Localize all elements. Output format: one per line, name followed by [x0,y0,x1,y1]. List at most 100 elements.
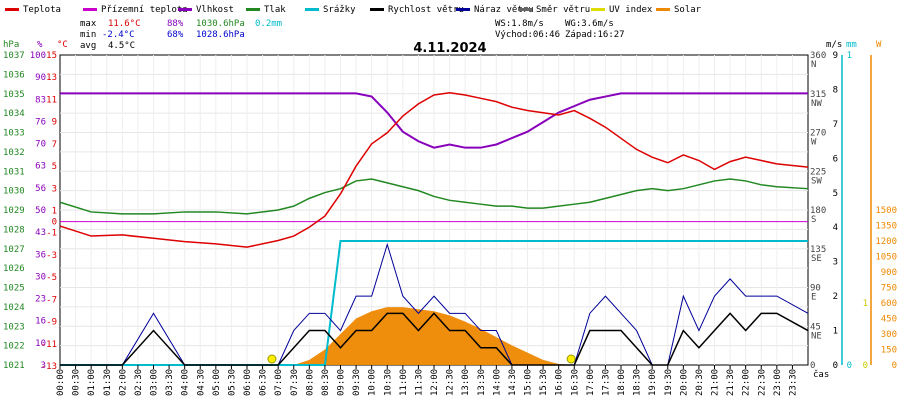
info-sunrise: Východ:06:46 [495,30,560,40]
stats-avg-temp: 4.5°C [108,41,135,51]
sun-marker [566,354,576,364]
x-tick-label: 03:00 [150,369,160,396]
x-tick-label: 21:00 [711,369,721,396]
x-tick-label: 11:00 [399,369,409,396]
tick-w: 1500 [875,206,897,216]
axis-mm-unit: mm [846,40,857,50]
stats-min-label: min [80,30,96,40]
tick-uv: 1 [863,299,868,309]
axis-w-unit: W [876,40,882,50]
tick-dir: 90 [810,284,821,294]
tick-pct: 63 [35,162,46,172]
legend-label: Vlhkost [196,5,234,15]
axis-temp-unit: °C [57,40,68,50]
tick-dir: 45 [810,322,821,332]
stats-max-label: max [80,19,97,29]
tick-temp: 0 [52,218,57,228]
tick-pct: 90 [35,73,46,83]
plot-area [59,54,809,366]
stats-max-press: 1030.6hPa [196,19,245,29]
stats-block: max 11.6°C 88% 1030.6hPa 0.2mm min -2.4°… [80,19,625,51]
tick-hpa: 1026 [3,264,25,274]
tick-hpa: 1021 [3,361,25,371]
tick-ms: 0 [833,361,838,371]
tick-ms: 1 [833,327,838,337]
x-tick-label: 08:30 [321,369,331,396]
series-pressure [59,178,809,215]
x-tick-label: 02:30 [134,369,144,396]
tick-dir-card: W [811,138,817,148]
tick-hpa: 1033 [3,129,25,139]
legend-item-7: Směr větru [518,5,590,15]
legend-swatch [591,8,605,11]
x-tick-label: 11:30 [414,369,424,396]
tick-hpa: 1036 [3,70,25,80]
tick-pct: 16 [35,317,46,327]
legend-swatch [518,8,532,11]
tick-dir-card: NE [811,331,822,341]
legend-item-9: Solar [656,5,702,15]
x-tick-label: 09:30 [352,369,362,396]
x-tick-label: 22:30 [757,369,767,396]
tick-ms: 3 [833,258,838,268]
sun-marker [267,354,277,364]
x-tick-label: 05:30 [227,369,237,396]
x-tick-label: 04:30 [196,369,206,396]
tick-dir: 315 [810,90,826,100]
x-tick-label: 15:30 [539,369,549,396]
tick-w: 300 [881,330,897,340]
x-tick-label: 19:00 [648,369,658,396]
x-tick-label: 01:00 [87,369,97,396]
tick-dir-card: SE [811,254,822,264]
tick-pct: 83 [35,95,46,105]
x-tick-label: 05:00 [212,369,222,396]
tick-temp: 1 [52,207,57,217]
tick-temp: 7 [52,140,57,150]
tick-ms: 9 [833,51,838,61]
tick-pct: 76 [35,117,46,127]
tick-temp: -1 [46,229,57,239]
x-tick-label: 03:30 [165,369,175,396]
tick-temp: 9 [52,118,57,128]
x-tick-label: 22:00 [742,369,752,396]
tick-w: 600 [881,299,897,309]
stats-min-hum: 68% [167,30,184,40]
tick-w: 750 [881,284,897,294]
axis-ms-unit: m/s [826,40,842,50]
legend-label: Teplota [23,5,61,15]
tick-ms: 6 [833,154,838,164]
x-tick-label: 06:00 [243,369,253,396]
legend-swatch [656,8,670,11]
stats-max-hum: 88% [167,19,184,29]
tick-hpa: 1028 [3,225,25,235]
tick-hpa: 1035 [3,90,25,100]
tick-pct: 70 [35,140,46,150]
x-tick-label: 10:30 [383,369,393,396]
legend-swatch [178,8,192,11]
info-sunset: Západ:16:27 [565,30,625,40]
tick-dir: 180 [810,206,826,216]
x-tick-label: 19:30 [664,369,674,396]
x-tick-label: 23:00 [773,369,783,396]
stats-max-rain: 0.2mm [255,19,282,29]
tick-temp: -5 [46,273,57,283]
tick-pct: 10 [35,339,46,349]
tick-hpa: 1034 [3,109,25,119]
x-tick-label: 13:00 [461,369,471,396]
x-tick-label: 23:30 [788,369,798,396]
info-wg: WG:3.6m/s [565,19,614,29]
tick-hpa: 1027 [3,245,25,255]
x-tick-label: 18:30 [633,369,643,396]
x-tick-label: 12:00 [430,369,440,396]
stats-max-temp: 11.6°C [108,19,141,29]
tick-hpa: 1032 [3,148,25,158]
x-tick-label: 12:30 [446,369,456,396]
series-temperature [59,92,809,248]
tick-mm: 1 [847,51,852,61]
tick-hpa: 1025 [3,284,25,294]
x-tick-label: 06:30 [259,369,269,396]
tick-temp: -13 [41,362,57,372]
axis-pct-unit: % [37,40,43,50]
stats-min-temp: -2.4°C [102,30,135,40]
legend-swatch [83,8,97,11]
